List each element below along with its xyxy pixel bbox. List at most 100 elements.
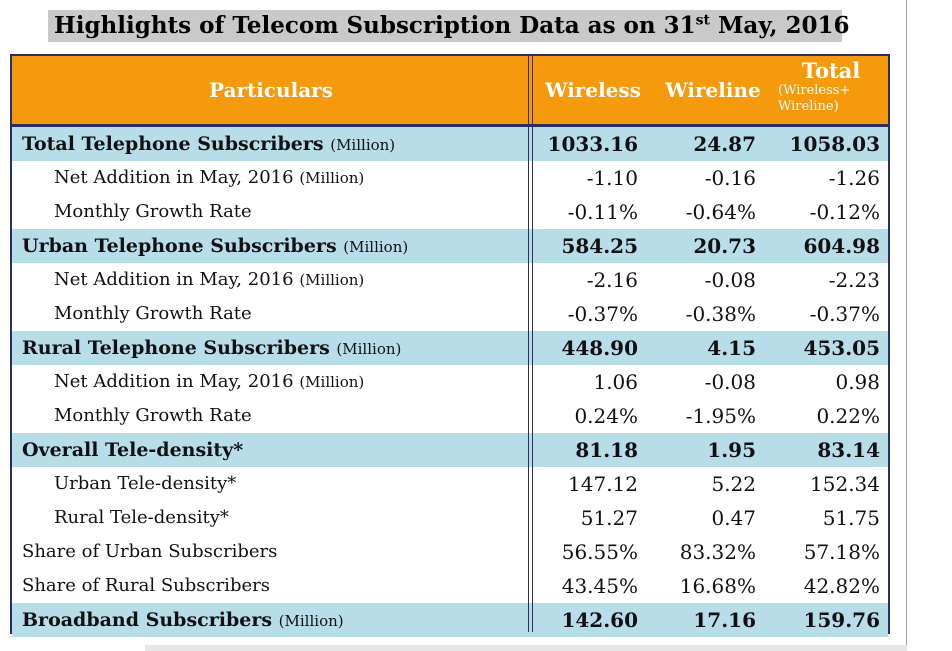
cell-wireline: -0.64%	[685, 200, 756, 224]
row-label-text: Net Addition in May, 2016	[54, 371, 294, 392]
table-row: Net Addition in May, 2016 (Million) -1.10…	[12, 161, 888, 195]
cell-total: 83.14	[817, 438, 880, 462]
cell-wireless: -1.10	[586, 166, 638, 190]
row-label: Monthly Growth Rate	[54, 297, 252, 331]
header-divider	[12, 124, 888, 127]
row-label-text: Share of Urban Subscribers	[22, 541, 278, 562]
row-label: Monthly Growth Rate	[54, 195, 252, 229]
row-label-text: Rural Telephone Subscribers	[22, 337, 330, 359]
page-edge-line	[906, 0, 907, 651]
cell-wireline: 4.15	[707, 336, 756, 360]
cell-wireline: -0.08	[704, 370, 756, 394]
cell-wireless: 51.27	[580, 506, 638, 530]
table-row: Rural Tele-density* 51.27 0.47 51.75	[12, 501, 888, 535]
cell-wireline: -1.95%	[685, 404, 756, 428]
cell-total: -0.12%	[809, 200, 880, 224]
cell-wireless: -0.37%	[567, 302, 638, 326]
row-label-text: Net Addition in May, 2016	[54, 269, 294, 290]
cell-total: 453.05	[803, 336, 880, 360]
header-wireline: Wireline	[665, 78, 761, 102]
cell-wireline: 20.73	[693, 234, 756, 258]
header-total-label: Total	[801, 58, 861, 83]
column-divider	[528, 56, 529, 632]
row-label: Urban Telephone Subscribers (Million)	[22, 229, 408, 264]
header-total-note: (Wireless+ Wireline)	[778, 83, 851, 114]
page-title: Highlights of Telecom Subscription Data …	[48, 10, 850, 42]
cell-total: -0.37%	[809, 302, 880, 326]
table-row: Urban Telephone Subscribers (Million) 584…	[12, 229, 888, 263]
table-row: Share of Rural Subscribers 43.45% 16.68% 42…	[12, 569, 888, 603]
row-label-text: Rural Tele-density*	[54, 507, 229, 528]
cell-total: 0.98	[835, 370, 880, 394]
row-label-text: Share of Rural Subscribers	[22, 575, 270, 596]
row-unit: (Million)	[299, 169, 365, 187]
cell-wireless: 584.25	[561, 234, 638, 258]
cell-wireless: 81.18	[575, 438, 638, 462]
subscription-table: Particulars Wireless Wireline Total (Wir…	[10, 54, 890, 637]
title-text: Highlights of Telecom Subscription Data …	[54, 12, 696, 39]
table-row: Total Telephone Subscribers (Million) 103…	[12, 127, 888, 161]
row-label-text: Urban Telephone Subscribers	[22, 235, 337, 257]
row-label-text: Total Telephone Subscribers	[22, 133, 324, 155]
row-label: Share of Rural Subscribers	[22, 569, 270, 603]
header-wireless: Wireless	[545, 78, 641, 102]
title-superscript: st	[695, 12, 710, 29]
cell-wireline: -0.08	[704, 268, 756, 292]
cell-wireline: -0.16	[704, 166, 756, 190]
row-label-text: Monthly Growth Rate	[54, 201, 252, 222]
table-row: Share of Urban Subscribers 56.55% 83.32% 57…	[12, 535, 888, 569]
cell-wireless: -0.11%	[567, 200, 638, 224]
cell-total: 51.75	[822, 506, 880, 530]
title-text-end: May, 2016	[709, 12, 850, 39]
cell-total: 604.98	[803, 234, 880, 258]
cell-wireless: 1033.16	[547, 132, 638, 156]
row-unit: (Million)	[343, 238, 409, 256]
table-row: Net Addition in May, 2016 (Million) 1.06 -…	[12, 365, 888, 399]
row-unit: (Million)	[330, 136, 396, 154]
cell-total: 152.34	[810, 472, 880, 496]
table-row: Monthly Growth Rate -0.11% -0.64% -0.12%	[12, 195, 888, 229]
table-row: Urban Tele-density* 147.12 5.22 152.34	[12, 467, 888, 501]
cell-wireless: 43.45%	[561, 574, 638, 598]
row-label-text: Overall Tele-density*	[22, 439, 244, 461]
cell-wireline: 16.68%	[679, 574, 756, 598]
table-row: Rural Telephone Subscribers (Million) 448…	[12, 331, 888, 365]
row-label-text: Net Addition in May, 2016	[54, 167, 294, 188]
row-label: Net Addition in May, 2016 (Million)	[54, 365, 364, 399]
row-unit: (Million)	[278, 612, 344, 630]
table-header: Particulars Wireless Wireline Total (Wir…	[12, 56, 888, 124]
row-unit: (Million)	[299, 271, 365, 289]
table-row: Broadband Subscribers (Million) 142.60 17.…	[12, 603, 888, 637]
cell-wireline: 83.32%	[679, 540, 756, 564]
cell-wireline: -0.38%	[685, 302, 756, 326]
table-row: Net Addition in May, 2016 (Million) -2.16…	[12, 263, 888, 297]
cell-total: -2.23	[828, 268, 880, 292]
table-row: Overall Tele-density* 81.18 1.95 83.14	[12, 433, 888, 467]
row-label: Total Telephone Subscribers (Million)	[22, 127, 395, 162]
cell-total: 42.82%	[803, 574, 880, 598]
row-label: Monthly Growth Rate	[54, 399, 252, 433]
cell-total: 57.18%	[803, 540, 880, 564]
row-label: Rural Tele-density*	[54, 501, 229, 535]
cell-total: 1058.03	[789, 132, 880, 156]
cell-wireless: 56.55%	[561, 540, 638, 564]
cell-wireless: 0.24%	[574, 404, 638, 428]
bottom-scroll-strip	[145, 645, 907, 651]
row-label-text: Broadband Subscribers	[22, 609, 273, 631]
row-unit: (Million)	[299, 373, 365, 391]
cell-total: -1.26	[828, 166, 880, 190]
cell-wireless: 448.90	[561, 336, 638, 360]
row-label: Rural Telephone Subscribers (Million)	[22, 331, 401, 366]
cell-total: 0.22%	[816, 404, 880, 428]
header-particulars: Particulars	[209, 78, 333, 102]
cell-wireline: 1.95	[707, 438, 756, 462]
row-label: Net Addition in May, 2016 (Million)	[54, 161, 364, 195]
row-label: Urban Tele-density*	[54, 467, 236, 501]
cell-wireless: 1.06	[593, 370, 638, 394]
table-row: Monthly Growth Rate 0.24% -1.95% 0.22%	[12, 399, 888, 433]
cell-wireline: 5.22	[711, 472, 756, 496]
cell-total: 159.76	[803, 608, 880, 632]
row-label: Broadband Subscribers (Million)	[22, 603, 344, 638]
row-unit: (Million)	[336, 340, 402, 358]
row-label: Net Addition in May, 2016 (Million)	[54, 263, 364, 297]
